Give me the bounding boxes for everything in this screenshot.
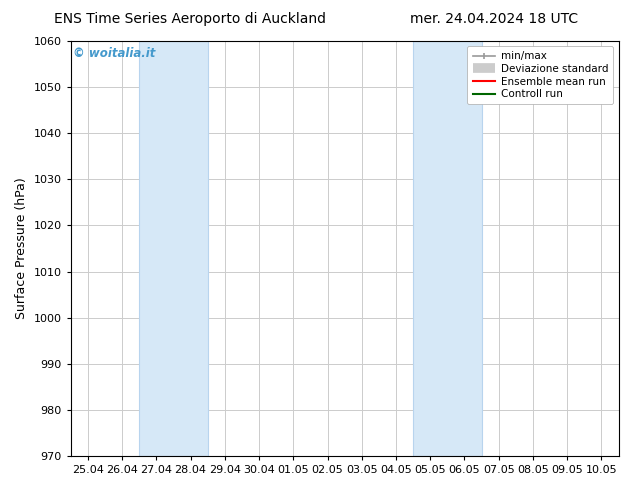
Text: mer. 24.04.2024 18 UTC: mer. 24.04.2024 18 UTC — [410, 12, 579, 26]
Bar — [413, 41, 482, 456]
Y-axis label: Surface Pressure (hPa): Surface Pressure (hPa) — [15, 178, 28, 319]
Text: ENS Time Series Aeroporto di Auckland: ENS Time Series Aeroporto di Auckland — [54, 12, 327, 26]
Legend: min/max, Deviazione standard, Ensemble mean run, Controll run: min/max, Deviazione standard, Ensemble m… — [467, 46, 613, 104]
Bar — [139, 41, 208, 456]
Text: © woitalia.it: © woitalia.it — [74, 47, 156, 60]
